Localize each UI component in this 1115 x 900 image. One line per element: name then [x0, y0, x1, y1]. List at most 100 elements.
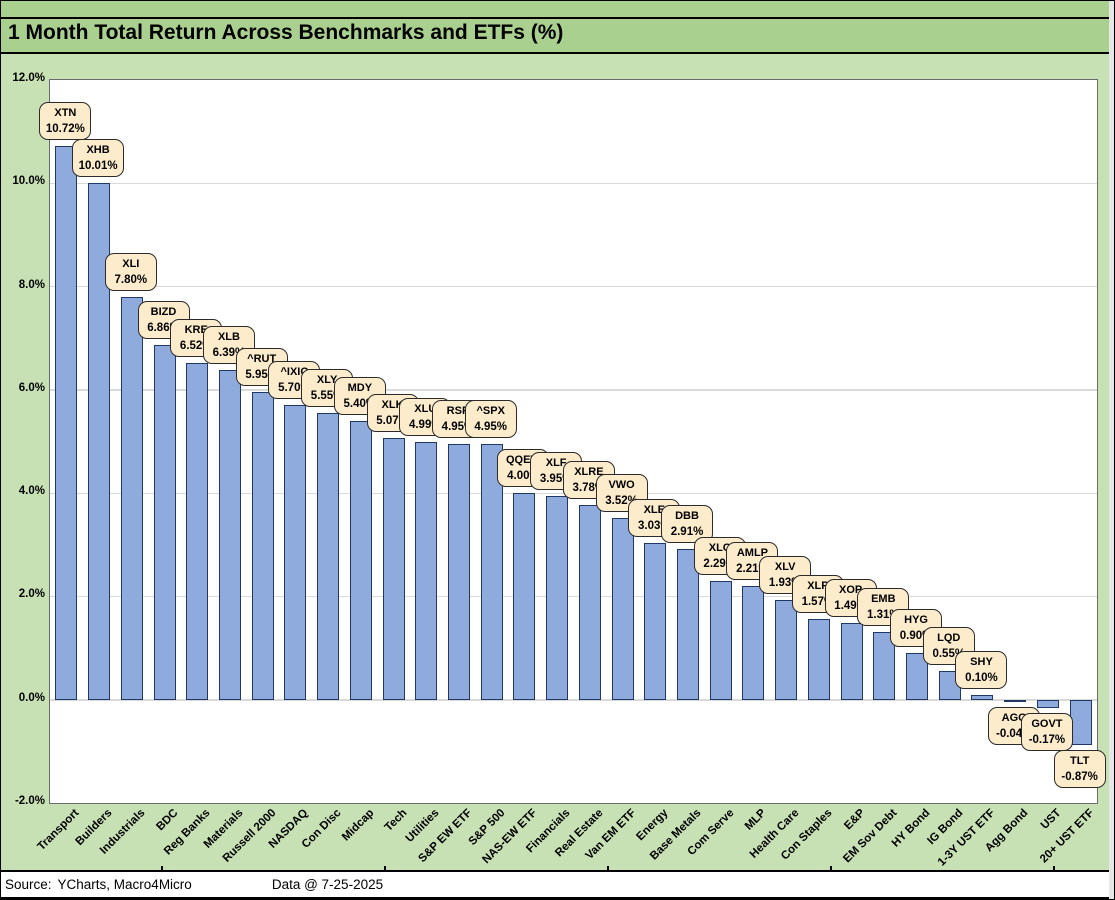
y-tick-label: 6.0%: [18, 381, 45, 394]
gridline: [50, 595, 1097, 598]
chart-bar-SHY: [971, 694, 994, 700]
data-label-DBB: DBB 2.91%: [661, 505, 714, 544]
chart-bar-TLT: [1069, 699, 1092, 745]
ticker-label: XTN: [54, 107, 77, 120]
chart-bar-MDY: [349, 420, 372, 700]
data-label-GOVT: GOVT -0.17%: [1020, 713, 1073, 752]
ticker-label: AGG: [1001, 711, 1027, 724]
chart-bar-GOVT: [1036, 699, 1059, 709]
y-tick-label: 0.0%: [18, 691, 45, 704]
ticker-label: TLT: [1069, 754, 1090, 767]
value-label: 4.95%: [474, 421, 507, 434]
title-bar: 1 Month Total Return Across Benchmarks a…: [1, 1, 1111, 54]
chart-bar-VWO: [611, 517, 634, 700]
chart-bar-QQEW: [513, 493, 536, 700]
chart-bar-XLK: [382, 437, 405, 700]
ticker-label: XLF: [545, 456, 567, 469]
gridline: [50, 286, 1097, 288]
source-label: Source:: [5, 877, 52, 892]
chart-bar-XLI: [120, 296, 143, 700]
ticker-label: ^SPX: [476, 405, 505, 418]
ticker-label: ^RUT: [247, 353, 277, 366]
ticker-label: AMLP: [736, 546, 769, 559]
ticker-label: XLP: [807, 579, 829, 592]
footer-bar: Source: YCharts, Macro4Micro Data @ 7-25…: [1, 870, 1111, 899]
y-tick-label: 4.0%: [18, 485, 45, 498]
chart-bar-DBB: [677, 549, 700, 700]
ticker-label: XLC: [708, 542, 731, 555]
ticker-label: LQD: [937, 632, 961, 645]
ticker-label: XLI: [122, 257, 140, 270]
ticker-label: XHB: [86, 143, 110, 156]
value-label: -0.17%: [1028, 734, 1066, 747]
data-label-XTN: XTN 10.72%: [39, 102, 92, 141]
chart-bar-XLY: [317, 413, 340, 700]
title-top-border: [1, 17, 1111, 19]
ticker-label: XLE: [643, 504, 665, 517]
ticker-label: XOP: [838, 583, 863, 596]
y-tick-label: -2.0%: [14, 795, 45, 807]
ticker-label: XLK: [381, 398, 404, 411]
chart-bar-^RUT: [251, 392, 274, 700]
ticker-label: HYG: [904, 614, 928, 627]
ticker-label: XLY: [316, 374, 338, 387]
footer-tick: [607, 866, 609, 872]
ticker-label: KRE: [184, 324, 208, 336]
value-label: 10.01%: [78, 159, 118, 172]
value-label: 7.80%: [114, 273, 148, 286]
chart-bar-EMB: [873, 632, 896, 700]
ticker-label: RSP: [446, 405, 470, 418]
y-tick-label: 8.0%: [18, 278, 45, 291]
ticker-label: XLV: [774, 561, 796, 574]
chart-bar-XLP: [807, 618, 830, 700]
ticker-label: MDY: [347, 381, 373, 394]
chart-bar-AGG: [1004, 699, 1027, 702]
gridline: [50, 699, 1097, 701]
ticker-label: GOVT: [1031, 718, 1063, 731]
ticker-label: EMB: [871, 593, 896, 606]
data-label-XOP: XOP 1.49%: [824, 578, 877, 617]
chart-bar-BIZD: [153, 345, 176, 700]
plot-area: [49, 79, 1098, 804]
chart-bar-^SPX: [480, 444, 503, 700]
chart-bar-HYG: [906, 653, 929, 700]
data-date: Data @ 7-25-2025: [271, 877, 384, 892]
chart-title: 1 Month Total Return Across Benchmarks a…: [8, 21, 564, 44]
gridline: [50, 389, 1097, 391]
data-label-TLT: TLT -0.87%: [1053, 749, 1106, 788]
y-tick-label: 10.0%: [12, 175, 45, 188]
value-label: 0.10%: [965, 671, 998, 684]
data-label-XHB: XHB 10.01%: [72, 138, 125, 177]
data-label-SHY: SHY 0.10%: [955, 650, 1008, 689]
chart-bar-XHB: [88, 182, 111, 700]
data-label-^SPX: ^SPX 4.95%: [464, 400, 517, 439]
chart-bar-XLV: [775, 600, 798, 700]
ticker-label: XLU: [414, 403, 437, 416]
chart-bar-XLF: [546, 495, 569, 700]
right-edge-strip: [1109, 1, 1114, 899]
value-label: -0.87%: [1061, 770, 1098, 783]
chart-bar-XLRE: [578, 504, 601, 700]
chart-bar-AMLP: [742, 585, 765, 700]
gridline: [50, 182, 1097, 185]
chart-bar-XLU: [415, 442, 438, 700]
data-label-XLI: XLI 7.80%: [104, 252, 157, 291]
source-value: YCharts, Macro4Micro: [57, 877, 192, 892]
value-label: 10.72%: [45, 123, 85, 136]
ticker-label: DBB: [675, 510, 699, 523]
footer-tick: [161, 866, 163, 872]
ticker-label: BIZD: [150, 306, 177, 319]
ticker-label: VWO: [608, 478, 635, 491]
chart-bar-XTN: [55, 146, 78, 700]
ticker-label: XLB: [217, 330, 240, 343]
footer-tick: [830, 866, 832, 872]
ticker-label: XLRE: [574, 465, 604, 478]
footer-tick: [384, 866, 386, 872]
chart-bar-RSP: [447, 444, 470, 700]
chart-bar-^IXIC: [284, 405, 307, 700]
ticker-label: SHY: [970, 655, 993, 668]
y-tick-label: 12.0%: [12, 72, 45, 84]
y-tick-label: 2.0%: [18, 588, 45, 601]
footer-tick: [1053, 866, 1055, 872]
chart-bar-XLC: [709, 581, 732, 700]
